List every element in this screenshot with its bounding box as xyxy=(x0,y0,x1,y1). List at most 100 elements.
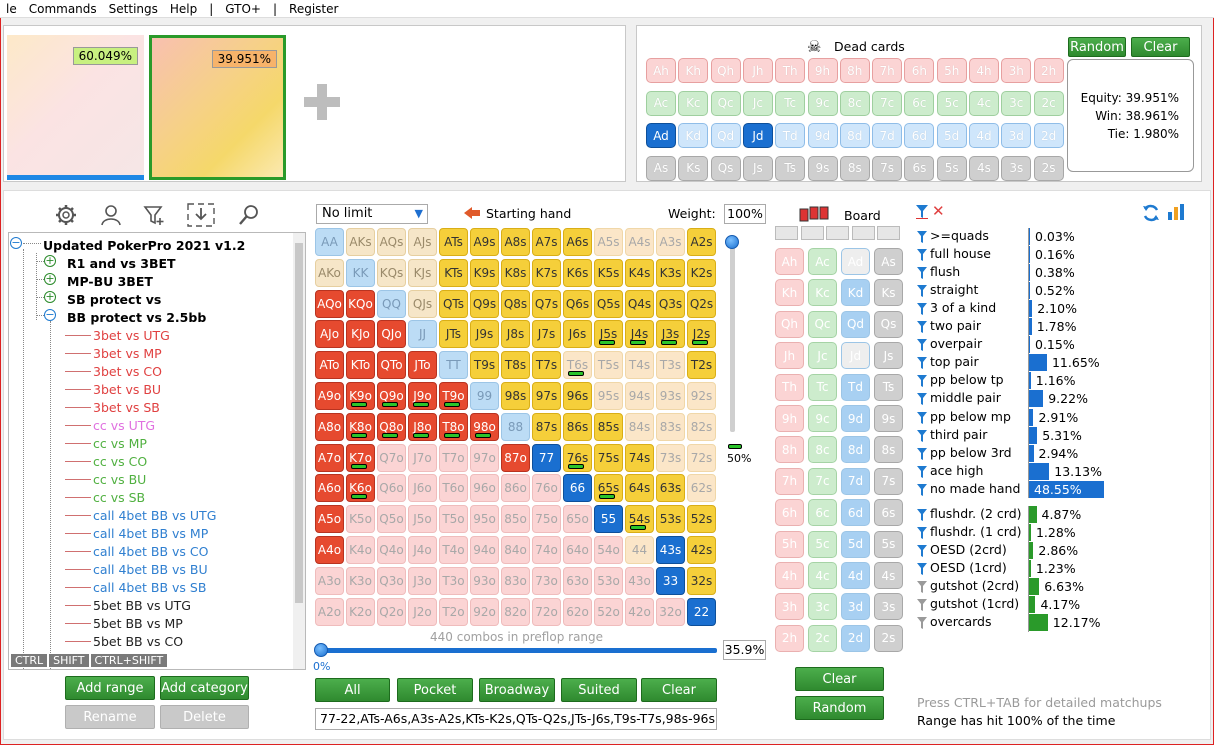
range-cell[interactable]: QTs xyxy=(439,289,468,318)
range-cell[interactable]: ATs xyxy=(439,228,468,256)
board-card[interactable]: 6h xyxy=(775,499,804,527)
range-cell[interactable]: 86o xyxy=(501,474,530,503)
range-cell[interactable]: 83o xyxy=(501,566,530,595)
range-cell[interactable]: Q2o xyxy=(377,597,406,626)
tree-leaf[interactable]: 3bet vs CO xyxy=(93,364,162,379)
board-card[interactable]: 9c xyxy=(808,405,837,432)
board-card[interactable]: 2c xyxy=(808,624,837,652)
range-cell[interactable]: 74o xyxy=(532,536,561,564)
range-cell[interactable]: T8o xyxy=(439,412,468,441)
dead-card[interactable]: 9d xyxy=(807,123,838,148)
range-cell[interactable]: K8s xyxy=(501,258,530,287)
menu-item[interactable]: Settings xyxy=(108,1,158,16)
dead-card[interactable]: Th xyxy=(775,58,806,83)
filter-icon[interactable] xyxy=(917,617,927,630)
dead-card[interactable]: Ah xyxy=(646,58,676,83)
all-button[interactable]: All xyxy=(315,678,390,702)
filter-icon[interactable] xyxy=(917,483,927,496)
dead-card[interactable]: 8s xyxy=(839,155,870,181)
filter-icon[interactable] xyxy=(917,509,927,521)
board-card[interactable]: Qd xyxy=(841,310,870,338)
board-card[interactable]: 5c xyxy=(808,530,837,558)
board-card[interactable]: 5h xyxy=(775,530,804,558)
filter-icon[interactable] xyxy=(917,249,927,262)
range-clear-button[interactable]: Clear xyxy=(641,678,717,702)
range-cell[interactable]: 52o xyxy=(594,597,623,626)
add-category-button[interactable]: Add category xyxy=(160,676,249,700)
range-cell[interactable]: K9o xyxy=(346,382,375,410)
range-cell[interactable]: 65o xyxy=(563,505,592,534)
range-cell[interactable]: 73o xyxy=(532,566,561,595)
limit-select[interactable]: No limit ▼ xyxy=(316,204,428,224)
dead-card[interactable]: 2d xyxy=(1033,123,1064,148)
tree-root[interactable]: Updated PokerPro 2021 v1.2 xyxy=(43,238,246,253)
dead-card[interactable]: 8d xyxy=(839,123,870,148)
board-card[interactable]: 2s xyxy=(874,624,903,652)
board-card[interactable]: 3s xyxy=(874,593,903,621)
board-card[interactable]: 2d xyxy=(841,624,870,652)
range-cell[interactable]: 98s xyxy=(501,382,530,410)
range-cell[interactable]: T4o xyxy=(439,536,468,564)
range-pct-input[interactable]: 35.9% xyxy=(723,640,766,660)
range-cell[interactable]: T2s xyxy=(687,351,716,380)
filter-icon[interactable] xyxy=(917,339,927,352)
range-cell[interactable]: Q4s xyxy=(625,289,654,318)
range-cell[interactable]: 53s xyxy=(656,505,685,534)
range-cell[interactable]: J5s xyxy=(594,320,623,349)
range-cell[interactable]: T5o xyxy=(439,505,468,534)
range-cell[interactable]: Q8o xyxy=(377,412,406,441)
range-cell[interactable]: Q8s xyxy=(501,289,530,318)
range-cell[interactable]: 93o xyxy=(470,566,499,595)
range-cell[interactable]: 97o xyxy=(470,443,499,472)
stat-row[interactable]: >=quads 0.03% xyxy=(917,228,1117,246)
tree-group[interactable]: R1 and vs 3BET xyxy=(67,256,176,271)
range-cell[interactable]: 44 xyxy=(625,536,654,564)
range-cell[interactable]: T3s xyxy=(656,351,685,380)
board-card[interactable]: Kc xyxy=(808,279,837,307)
board-card[interactable]: As xyxy=(874,248,903,275)
board-card[interactable]: Jc xyxy=(808,342,837,370)
range-cell[interactable]: Q7o xyxy=(377,443,406,472)
filter-icon[interactable] xyxy=(917,375,927,388)
range-cell[interactable]: K5o xyxy=(346,505,375,534)
board-card[interactable]: 4h xyxy=(775,562,804,589)
board-card[interactable]: 5s xyxy=(874,530,903,558)
range-cell[interactable]: 93s xyxy=(656,382,685,410)
dead-card[interactable]: Tc xyxy=(775,90,806,116)
collapse-icon[interactable]: − xyxy=(44,308,56,321)
range-cell[interactable]: 66 xyxy=(563,474,592,503)
range-cell[interactable]: KQo xyxy=(346,289,375,318)
filter-icon[interactable] xyxy=(917,599,927,612)
range-cell[interactable]: 62o xyxy=(563,597,592,626)
board-slot[interactable] xyxy=(800,226,824,240)
menu-item[interactable]: le xyxy=(6,1,17,16)
dead-card[interactable]: 8h xyxy=(839,58,870,83)
dead-card[interactable]: Kh xyxy=(678,58,709,83)
dead-card[interactable]: 2c xyxy=(1033,90,1064,116)
range-cell[interactable]: 42o xyxy=(625,597,654,626)
import-icon[interactable] xyxy=(187,203,215,227)
tree-leaf[interactable]: cc vs MP xyxy=(93,436,147,451)
range-cell[interactable]: AA xyxy=(315,228,344,256)
range-cell[interactable]: K5s xyxy=(594,258,623,287)
range-cell[interactable]: A5s xyxy=(594,228,623,256)
dead-card[interactable]: 5d xyxy=(936,123,967,148)
filter-icon[interactable] xyxy=(916,205,928,219)
board-card[interactable]: 9d xyxy=(841,405,870,432)
tree-leaf[interactable]: 3bet vs SB xyxy=(93,400,160,415)
range-cell[interactable]: K4s xyxy=(625,258,654,287)
board-card[interactable]: 4s xyxy=(874,562,903,589)
range-cell[interactable]: 54o xyxy=(594,536,623,564)
filter-icon[interactable] xyxy=(917,303,927,316)
stat-row[interactable]: OESD (1crd) 1.23% xyxy=(917,560,1117,578)
stat-row[interactable]: no made hand 48.55% xyxy=(917,480,1117,499)
range-cell[interactable]: A2s xyxy=(687,228,716,256)
range-cell[interactable]: T6s xyxy=(563,351,592,380)
stat-row[interactable]: flushdr. (1 crd) 1.28% xyxy=(917,524,1117,542)
range-cell[interactable]: A3o xyxy=(315,566,344,595)
dead-card[interactable]: Ac xyxy=(646,90,676,116)
clear-filter-icon[interactable]: ✕ xyxy=(932,202,945,220)
board-card[interactable]: 7d xyxy=(841,467,870,495)
range-cell[interactable]: 74s xyxy=(625,443,654,472)
range-cell[interactable]: T4s xyxy=(625,351,654,380)
